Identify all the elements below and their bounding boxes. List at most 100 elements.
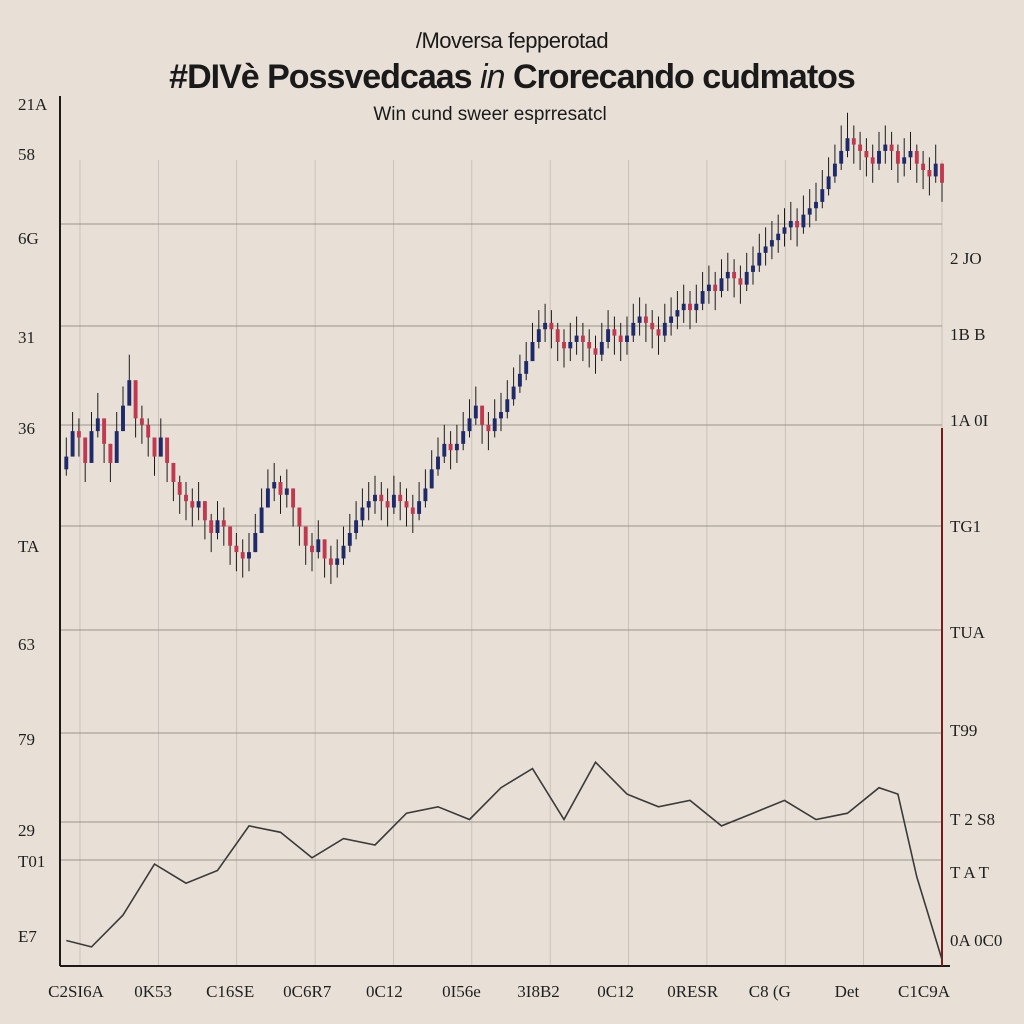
candle-body bbox=[776, 233, 781, 241]
candle-body bbox=[694, 303, 699, 311]
candle-body bbox=[543, 322, 548, 330]
vertical-gridlines bbox=[79, 160, 943, 966]
y-axis-left-tick-labels: 21A 58 6G 31 36 TA 63 79 29 T01 E7 bbox=[18, 95, 48, 946]
candle-body bbox=[442, 443, 447, 457]
candle-body bbox=[127, 380, 132, 406]
candle-body bbox=[70, 431, 75, 457]
chart-subtitle: Win cund sweer esprresatcl bbox=[373, 104, 607, 125]
candle-body bbox=[202, 501, 207, 521]
x-tick-label: C2SI6A bbox=[48, 982, 104, 1001]
candle-body bbox=[89, 431, 94, 463]
x-tick-label: 0RESR bbox=[667, 982, 719, 1001]
candle-body bbox=[410, 507, 415, 514]
candle-body bbox=[146, 424, 151, 438]
candle-body bbox=[612, 329, 617, 336]
candle-body bbox=[259, 507, 264, 533]
candle-body bbox=[870, 157, 875, 164]
candle-body bbox=[505, 399, 510, 413]
candle-body bbox=[832, 163, 837, 177]
candle-body bbox=[64, 456, 69, 470]
candle-body bbox=[908, 150, 913, 158]
candlestick-series bbox=[64, 112, 944, 584]
candle-body bbox=[184, 494, 188, 502]
candle-body bbox=[725, 271, 730, 279]
candle-body bbox=[385, 501, 390, 508]
candle-body bbox=[404, 501, 409, 508]
x-tick-label: C8 (G bbox=[749, 982, 791, 1001]
candle-body bbox=[492, 418, 497, 432]
candle-body bbox=[732, 271, 737, 279]
candle-body bbox=[643, 316, 648, 323]
y-tick-label-left: 6G bbox=[18, 229, 39, 248]
candle-body bbox=[278, 482, 283, 495]
candle-body bbox=[574, 335, 579, 342]
y-tick-label-right: 1A 0I bbox=[950, 411, 989, 430]
candle-body bbox=[177, 482, 182, 495]
chart-title-main: #DIVè Possvedcaas bbox=[169, 58, 472, 96]
chart-supertitle: /Moversa fepperotad bbox=[415, 28, 609, 53]
y-tick-label-right: 0A 0C0 bbox=[950, 931, 1002, 950]
candle-body bbox=[240, 552, 245, 559]
candle-body bbox=[889, 144, 894, 151]
chart-title-italic: in bbox=[480, 58, 505, 96]
candle-body bbox=[454, 443, 459, 451]
y-tick-label-left: 29 bbox=[18, 821, 35, 840]
x-tick-label: 3I8B2 bbox=[517, 982, 560, 1001]
candle-body bbox=[121, 405, 125, 432]
candle-body bbox=[391, 494, 396, 508]
candle-body bbox=[902, 157, 907, 164]
candle-body bbox=[757, 252, 762, 266]
candle-body bbox=[606, 329, 611, 342]
candle-body bbox=[114, 431, 119, 463]
candle-body bbox=[467, 418, 472, 432]
candle-body bbox=[83, 437, 88, 463]
candle-body bbox=[335, 558, 340, 565]
y-tick-label-left: E7 bbox=[18, 927, 37, 946]
candle-body bbox=[788, 220, 793, 228]
candle-body bbox=[228, 526, 233, 546]
candle-body bbox=[139, 418, 144, 425]
candle-body bbox=[417, 501, 422, 514]
x-tick-label: 0I56e bbox=[442, 982, 481, 1001]
horizontal-gridlines bbox=[60, 223, 942, 861]
candle-body bbox=[366, 501, 371, 508]
candle-body bbox=[927, 170, 932, 177]
candle-body bbox=[461, 431, 466, 444]
candle-body bbox=[190, 501, 195, 508]
candle-body bbox=[322, 539, 327, 559]
candle-body bbox=[215, 520, 220, 533]
candle-body bbox=[536, 329, 541, 342]
candle-body bbox=[744, 271, 749, 285]
y-tick-label-left: T01 bbox=[18, 852, 45, 871]
candle-body bbox=[511, 386, 516, 400]
candle-body bbox=[637, 316, 642, 323]
candle-body bbox=[429, 469, 434, 489]
candle-body bbox=[883, 144, 888, 151]
candle-body bbox=[713, 284, 718, 292]
candle-body bbox=[706, 284, 711, 292]
y-tick-label-right: T99 bbox=[950, 721, 977, 740]
candle-body bbox=[341, 545, 346, 559]
y-tick-label-right: TG1 bbox=[950, 517, 981, 536]
candle-body bbox=[165, 437, 170, 463]
candle-body bbox=[265, 488, 270, 508]
candle-body bbox=[423, 488, 428, 502]
candle-body bbox=[826, 176, 831, 190]
candle-body bbox=[669, 316, 674, 323]
candle-body bbox=[171, 462, 176, 483]
candle-body bbox=[524, 361, 529, 374]
candle-body bbox=[820, 189, 825, 202]
candle-body bbox=[851, 138, 856, 145]
candle-body bbox=[473, 405, 478, 419]
y-tick-label-left: 63 bbox=[18, 635, 35, 654]
y-tick-label-left: 58 bbox=[18, 145, 35, 164]
candle-body bbox=[751, 265, 755, 272]
candle-body bbox=[291, 488, 296, 508]
candle-body bbox=[877, 150, 881, 164]
candle-body bbox=[354, 520, 359, 533]
candle-body bbox=[662, 322, 667, 336]
candle-body bbox=[379, 494, 384, 502]
candle-body bbox=[625, 335, 629, 342]
chart-title-tail: Crorecando cudmatos bbox=[512, 58, 856, 96]
y-tick-label-left: 79 bbox=[18, 730, 35, 749]
